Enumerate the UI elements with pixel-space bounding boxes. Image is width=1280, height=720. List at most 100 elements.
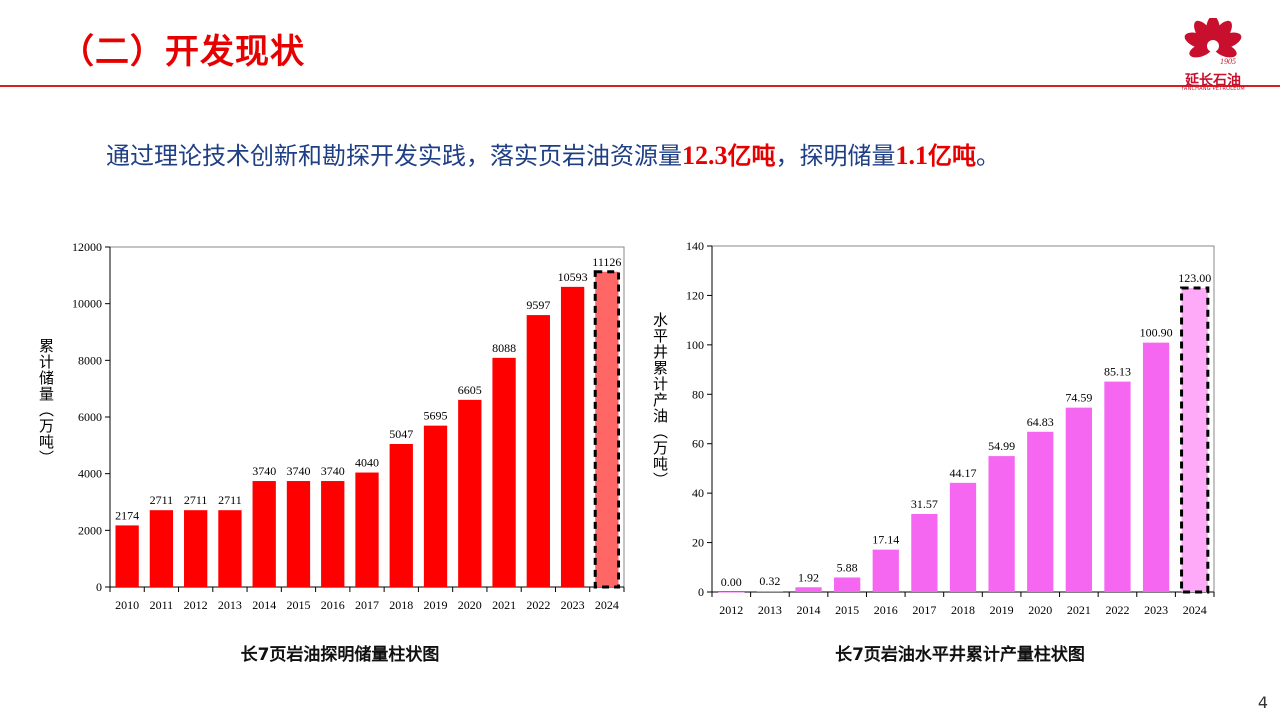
reserve-bar-chart: 0 2000 4000 6000 8000 10000 12000 2174 2010 2711 2…: [72, 240, 625, 612]
resource-value: 12.3: [682, 141, 728, 170]
data-label: 11126: [592, 255, 621, 269]
page-title: （二）开发现状: [60, 32, 305, 72]
data-label: 2174: [115, 508, 139, 522]
bar: [149, 510, 174, 587]
y-tick-label: 80: [692, 387, 704, 401]
bar: [115, 525, 139, 587]
data-label: 2711: [184, 493, 208, 507]
bar: [560, 286, 585, 587]
bar: [458, 399, 482, 587]
right-chart-ylabel: 水平井累计产油（万吨）: [651, 312, 669, 488]
data-label: 3740: [321, 464, 345, 478]
x-tick-label: 2014: [797, 603, 821, 616]
x-tick-label: 2022: [1105, 603, 1129, 616]
resource-unit: 亿吨: [727, 142, 776, 170]
x-tick-label: 2020: [1028, 603, 1052, 616]
y-tick-label: 0: [96, 580, 102, 594]
x-tick-label: 2014: [252, 598, 276, 612]
left-chart-ylabel: 累计储量（万吨）: [37, 338, 55, 466]
data-label: 4040: [355, 456, 379, 470]
bar: [718, 592, 745, 593]
bar: [872, 549, 899, 592]
x-tick-label: 2013: [218, 598, 242, 612]
y-tick-label: 140: [686, 239, 704, 253]
y-tick-label: 4000: [78, 467, 102, 481]
summary-prefix: 通过理论技术创新和勘探开发实践，落实页岩油资源量: [106, 142, 682, 170]
bar: [756, 591, 784, 592]
x-tick-label: 2017: [912, 603, 936, 616]
data-label: 1.92: [798, 570, 819, 584]
data-label: 9597: [526, 298, 550, 312]
x-tick-label: 2024: [595, 598, 619, 612]
bar: [949, 482, 977, 592]
y-tick-label: 0: [698, 585, 704, 599]
data-label: 74.59: [1065, 391, 1092, 405]
data-label: 3740: [252, 464, 276, 478]
x-tick-label: 2010: [115, 598, 139, 612]
bar: [526, 315, 550, 587]
bar: [218, 510, 242, 587]
bar: [1142, 342, 1170, 592]
summary-suffix: 。: [976, 142, 1000, 170]
data-label: 100.90: [1140, 326, 1173, 340]
yanchang-logo-icon: 1905: [1184, 18, 1242, 66]
x-tick-label: 2024: [1183, 603, 1207, 616]
y-tick-label: 60: [692, 437, 704, 451]
data-label: 3740: [286, 464, 310, 478]
data-label: 2711: [218, 493, 242, 507]
x-tick-label: 2019: [990, 603, 1014, 616]
x-tick-label: 2020: [458, 598, 482, 612]
bar: [1065, 407, 1092, 592]
y-tick-label: 2000: [78, 523, 102, 537]
data-label: 123.00: [1178, 271, 1211, 285]
data-label: 31.57: [911, 497, 938, 511]
data-label: 8088: [492, 341, 516, 355]
x-tick-label: 2023: [561, 598, 585, 612]
x-tick-label: 2022: [526, 598, 550, 612]
summary-text: 通过理论技术创新和勘探开发实践，落实页岩油资源量12.3亿吨，探明储量1.1亿吨…: [106, 136, 1000, 171]
y-tick-label: 6000: [78, 410, 102, 424]
y-tick-label: 12000: [72, 240, 102, 254]
x-tick-label: 2023: [1144, 603, 1168, 616]
x-tick-label: 2011: [150, 598, 174, 612]
bar: [1104, 381, 1131, 592]
y-tick-label: 40: [692, 486, 704, 500]
x-tick-label: 2018: [389, 598, 413, 612]
bar: [321, 481, 345, 587]
data-label: 2711: [150, 493, 174, 507]
data-label: 10593: [558, 270, 588, 284]
y-tick-label: 8000: [78, 353, 102, 367]
logo-year: 1905: [1220, 57, 1236, 66]
reserve-unit: 亿吨: [928, 142, 976, 170]
bar: [834, 577, 861, 592]
x-tick-label: 2012: [719, 603, 743, 616]
summary-mid: ，探明储量: [775, 142, 896, 170]
data-label: 5695: [424, 409, 448, 423]
x-tick-label: 2017: [355, 598, 379, 612]
x-tick-label: 2015: [835, 603, 859, 616]
data-label: 5047: [389, 427, 413, 441]
y-tick-label: 20: [692, 536, 704, 550]
x-tick-label: 2016: [321, 598, 345, 612]
bar: [911, 513, 938, 592]
data-label: 54.99: [988, 439, 1015, 453]
x-tick-label: 2021: [1067, 603, 1091, 616]
highlight-outline: [1180, 286, 1210, 594]
data-label: 6605: [458, 383, 482, 397]
data-label: 64.83: [1027, 415, 1054, 429]
reserve-value: 1.1: [895, 141, 929, 170]
data-label: 85.13: [1104, 365, 1131, 379]
data-label: 17.14: [872, 533, 899, 547]
logo-subtitle: YANCHANG PETROLEUM: [1181, 86, 1245, 92]
x-tick-label: 2012: [184, 598, 208, 612]
bar: [1181, 288, 1208, 592]
bar: [1027, 431, 1054, 592]
data-label: 44.17: [950, 466, 977, 480]
bar: [286, 481, 311, 587]
y-tick-label: 100: [686, 338, 704, 352]
x-tick-label: 2019: [424, 598, 448, 612]
page-number: 4: [1257, 693, 1268, 712]
data-label: 0.00: [721, 575, 742, 589]
x-tick-label: 2015: [286, 598, 310, 612]
data-label: 0.32: [759, 574, 780, 588]
